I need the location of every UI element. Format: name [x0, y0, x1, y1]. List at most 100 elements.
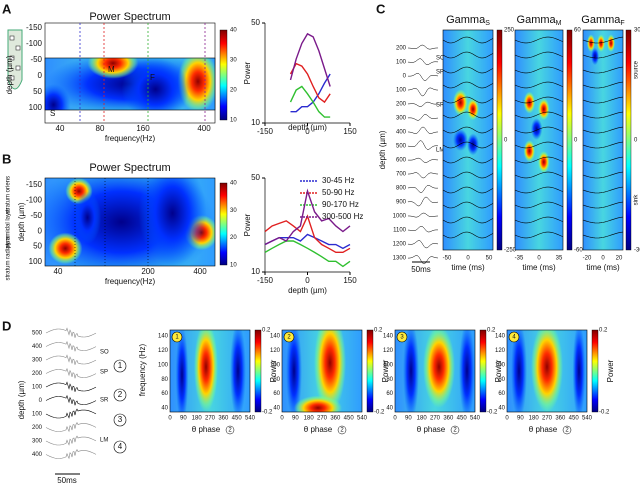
- x-tick-label: 270: [542, 416, 553, 422]
- axis-label: time (ms): [522, 263, 556, 272]
- annotation: S: [50, 109, 55, 118]
- layer-tag: SR: [100, 398, 109, 404]
- colorbar-tick: 0.2: [487, 328, 496, 334]
- colorbar-tick: 20: [230, 88, 237, 94]
- csd-trace: [442, 81, 494, 89]
- y-tick-label: 0: [38, 226, 43, 235]
- x-tick-label: 540: [582, 416, 593, 422]
- y-tick-label: 50: [33, 87, 42, 96]
- heatmap-frame: [506, 329, 588, 413]
- x-tick-label: 90: [405, 416, 412, 422]
- colorbar: [219, 182, 228, 266]
- csd-trace: [442, 216, 494, 224]
- x-tick-label: -50: [443, 256, 452, 262]
- y-tick-label: 140: [495, 334, 506, 340]
- x-tick-label: 270: [205, 416, 216, 422]
- colorbar-tick: -0.2: [262, 410, 273, 416]
- depth-label: 700: [396, 172, 407, 178]
- heatmap-blobs: [45, 58, 215, 110]
- y-tick-label: -100: [26, 39, 43, 48]
- depth-label: 1100: [393, 228, 407, 234]
- y-tick-label: 80: [498, 377, 505, 383]
- x-tick-label: 400: [193, 267, 207, 276]
- heatmap-blob: [459, 330, 475, 412]
- depth-label: 900: [396, 200, 407, 206]
- y-tick-label: 50: [251, 173, 260, 182]
- y-tick-label: -100: [26, 196, 43, 205]
- x-tick-label: 450: [457, 416, 468, 422]
- depth-label: 1200: [393, 242, 407, 248]
- x-tick-label: 0: [537, 256, 541, 262]
- heatmap-blob: [607, 34, 615, 52]
- x-tick-label: 0: [280, 416, 284, 422]
- title: GammaM: [517, 14, 562, 27]
- x-tick-label: 270: [317, 416, 328, 422]
- heatmap-blob: [531, 330, 563, 412]
- colorbar-tick: -0.2: [374, 410, 385, 416]
- neuron-icon: [7, 29, 23, 90]
- axis-label: Power: [243, 61, 252, 84]
- layer-tag: SR: [436, 103, 445, 109]
- series-line: [264, 240, 351, 268]
- panel-label: C: [376, 1, 386, 16]
- colorbar-tick: 0: [634, 138, 638, 144]
- depth-label: 1000: [393, 214, 407, 220]
- y-tick-label: 80: [273, 377, 280, 383]
- colorbar: [625, 29, 632, 251]
- axis-label: Power: [606, 359, 615, 382]
- x-tick-label: 540: [357, 416, 368, 422]
- depth-label: 500: [32, 331, 43, 337]
- csd-trace: [582, 231, 624, 239]
- csd-trace: [442, 231, 494, 239]
- series-line: [264, 233, 351, 250]
- series-line: [289, 32, 331, 87]
- x-tick-label: 90: [292, 416, 299, 422]
- colorbar-tick: 10: [230, 118, 237, 124]
- axis-label: stratum radiatum: [6, 235, 12, 280]
- panel-label: A: [2, 1, 12, 16]
- x-tick-label: 0: [305, 127, 310, 136]
- lfp-trace: [45, 381, 97, 392]
- colorbar: [479, 329, 487, 413]
- circle-label: 3: [400, 335, 404, 341]
- lfp-trace: [407, 126, 439, 134]
- legend-label: 30-45 Hz: [322, 176, 354, 185]
- y-tick-label: 60: [273, 391, 280, 397]
- x-tick-label: 90: [517, 416, 524, 422]
- x-tick-label: -150: [257, 276, 274, 285]
- x-tick-label: 400: [197, 124, 211, 133]
- heatmap-frame: [514, 29, 564, 251]
- axis-label: θ phase: [192, 425, 221, 434]
- title-main: Gamma: [517, 14, 557, 26]
- x-tick-label: 540: [245, 416, 256, 422]
- y-tick-label: 100: [270, 362, 281, 368]
- x-tick-label: 450: [344, 416, 355, 422]
- heatmap-blobs: [286, 330, 346, 412]
- annotation: M: [108, 65, 115, 74]
- axis-label: θ phase: [304, 425, 333, 434]
- x-tick-label: 450: [232, 416, 243, 422]
- axis-label: depth (µm): [288, 286, 327, 295]
- axis-label: sink: [634, 194, 640, 206]
- heatmap-frame: [44, 57, 216, 111]
- layer-tag: SO: [100, 350, 109, 356]
- csd-trace: [442, 36, 494, 44]
- axis-label: depth (µm): [5, 55, 14, 94]
- x-tick-label: 0: [168, 416, 172, 422]
- y-tick-label: 140: [158, 334, 169, 340]
- axis-label: Power: [243, 213, 252, 236]
- x-tick-label: 360: [443, 416, 454, 422]
- colorbar-tick: 10: [230, 263, 237, 269]
- axis-label: frequency (Hz): [138, 343, 147, 396]
- heatmap-frame: [169, 329, 251, 413]
- title-sub: S: [485, 20, 490, 27]
- csd-trace: [514, 216, 564, 224]
- circle-label: 1: [118, 361, 123, 370]
- colorbar: [496, 29, 503, 251]
- csd-trace: [582, 201, 624, 209]
- layer-tag: SP: [100, 370, 108, 376]
- title-main: Gamma: [581, 14, 621, 26]
- csd-trace: [582, 111, 624, 119]
- axis-label: frequency(Hz): [105, 134, 156, 143]
